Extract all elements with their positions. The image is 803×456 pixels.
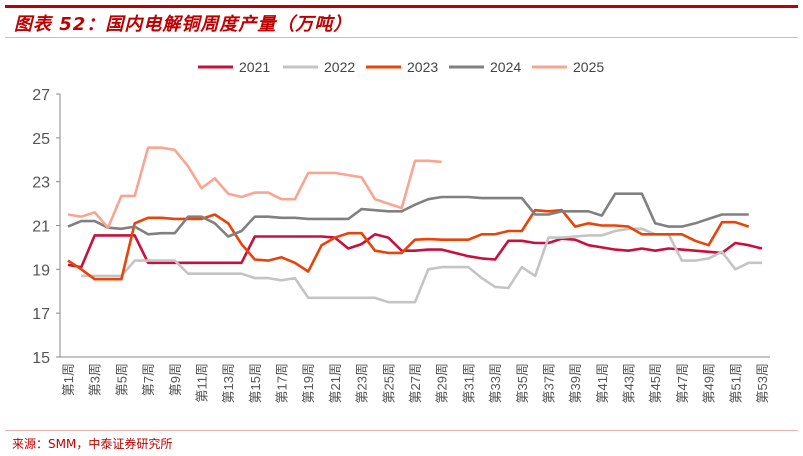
x-tick-label: 第15周 [248,363,263,403]
x-tick-label: 第23周 [355,363,370,403]
y-tick-label: 25 [32,131,50,148]
y-tick-label: 19 [32,262,50,279]
line-chart: 15 17 19 21 23 25 27 第1周 第3周 第5周 第7周 第9周 第11周 第13周 第15… [32,59,770,403]
y-tick-label: 23 [32,175,50,192]
x-tick-label: 第25周 [381,363,396,403]
x-tick-label: 第35周 [515,363,530,403]
x-tick-label: 第17周 [275,363,290,403]
series-line-2023 [67,208,750,281]
y-tick-label: 27 [32,87,50,104]
figure-title: 图表 52：国内电解铜周度产量（万吨） [14,14,353,35]
x-tick-label: 第53周 [755,363,770,403]
x-tick-label: 第11周 [194,363,209,403]
y-tick-label: 17 [32,306,50,323]
y-tick-label: 21 [32,219,50,236]
top-rule [5,5,798,8]
x-tick-label: 第5周 [114,363,129,396]
x-tick-label: 第37周 [541,363,556,403]
x-tick-label: 第45周 [648,363,663,403]
x-tick-label: 第31周 [461,363,476,403]
title-divider [5,37,798,38]
y-tick-label: 15 [32,350,50,367]
x-tick-label: 第1周 [61,363,76,396]
x-tick-label: 第49周 [702,363,717,403]
x-tick-label: 第29周 [435,363,450,403]
legend-label-2024: 2024 [490,59,521,75]
x-tick-label: 第33周 [488,363,503,403]
x-tick-label: 第51周 [728,363,743,403]
source-note: 来源：SMM，中泰证券研究所 [12,437,173,451]
legend-label-2022: 2022 [324,59,355,75]
x-tick-label: 第7周 [141,363,156,396]
x-tick-label: 第41周 [595,363,610,403]
legend-label-2025: 2025 [573,59,604,75]
legend-label-2021: 2021 [239,59,270,75]
x-tick-label: 第19周 [301,363,316,403]
series-line-2024 [67,192,749,238]
legend-label-2023: 2023 [407,59,438,75]
x-tick-label: 第21周 [328,363,343,403]
x-tick-label: 第3周 [88,363,103,396]
series-line-2022 [81,227,762,304]
x-tick-label: 第27周 [408,363,423,403]
x-tick-label: 第9周 [168,363,183,396]
x-tick-label: 第39周 [568,363,583,403]
x-tick-label: 第47周 [675,363,690,403]
source-divider [5,430,798,431]
x-tick-label: 第43周 [622,363,637,403]
x-tick-label: 第13周 [221,363,236,403]
